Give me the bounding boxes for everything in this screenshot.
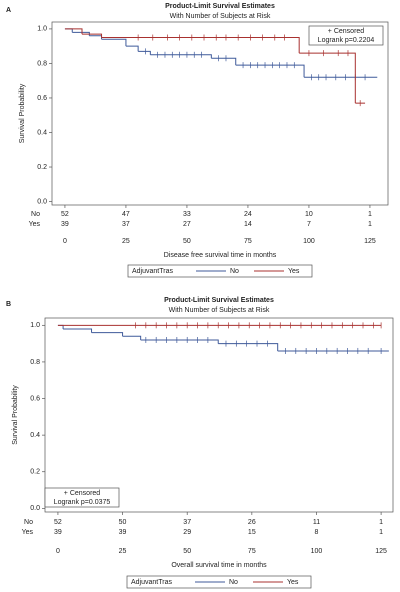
plot-frame bbox=[44, 317, 394, 513]
survival-step bbox=[299, 52, 356, 104]
at-risk-count: 39 bbox=[54, 529, 62, 536]
at-risk-count: 33 bbox=[183, 211, 191, 218]
at-risk-count: 29 bbox=[183, 529, 191, 536]
chart-subtitle: With Number of Subjects at Risk bbox=[170, 13, 271, 20]
y-axis-label: Survival Probability bbox=[19, 83, 26, 143]
x-tick-label: 75 bbox=[244, 238, 252, 245]
y-tick-label: 0.8 bbox=[37, 60, 47, 67]
censored-note: + Censored bbox=[64, 490, 100, 497]
at-risk-count: 1 bbox=[379, 519, 383, 526]
survival-step bbox=[64, 28, 83, 35]
x-tick-label: 0 bbox=[56, 548, 60, 555]
risk-row-label: No bbox=[24, 519, 33, 526]
y-tick-label: 0.0 bbox=[37, 198, 47, 205]
survival-step bbox=[211, 57, 237, 66]
y-tick-label: 0.6 bbox=[37, 95, 47, 102]
x-tick-label: 25 bbox=[119, 548, 127, 555]
annotation-box bbox=[44, 487, 120, 508]
risk-row-label: No bbox=[31, 211, 40, 218]
at-risk-count: 7 bbox=[307, 221, 311, 228]
at-risk-count: 26 bbox=[248, 519, 256, 526]
at-risk-count: 50 bbox=[119, 519, 127, 526]
survival-step bbox=[101, 37, 300, 54]
x-tick-label: 75 bbox=[248, 548, 256, 555]
legend-label: Yes bbox=[287, 579, 299, 586]
risk-row-label: Yes bbox=[22, 529, 34, 536]
x-tick-label: 125 bbox=[375, 548, 387, 555]
legend-title: AdjuvantTras bbox=[131, 579, 172, 586]
y-tick-label: 0.4 bbox=[30, 432, 40, 439]
at-risk-count: 10 bbox=[305, 211, 313, 218]
at-risk-count: 47 bbox=[122, 211, 130, 218]
x-tick-label: 100 bbox=[311, 548, 323, 555]
survival-step bbox=[72, 31, 90, 36]
censored-note: + Censored bbox=[328, 28, 364, 35]
panel-label: A bbox=[6, 7, 11, 14]
at-risk-count: 37 bbox=[122, 221, 130, 228]
x-tick-label: 0 bbox=[63, 238, 67, 245]
y-tick-label: 0.8 bbox=[30, 359, 40, 366]
at-risk-count: 52 bbox=[54, 519, 62, 526]
x-axis-label: Overall survival time in months bbox=[171, 562, 267, 569]
logrank-note: Logrank p=0.0375 bbox=[54, 499, 111, 506]
survival-step bbox=[91, 332, 124, 337]
y-tick-label: 0.4 bbox=[37, 129, 47, 136]
legend-title: AdjuvantTras bbox=[132, 268, 173, 275]
at-risk-count: 37 bbox=[183, 519, 191, 526]
at-risk-count: 1 bbox=[379, 529, 383, 536]
y-tick-label: 0.0 bbox=[30, 505, 40, 512]
y-tick-label: 1.0 bbox=[37, 26, 47, 33]
chart-title: Product-Limit Survival Estimates bbox=[165, 3, 275, 10]
y-tick-label: 0.6 bbox=[30, 395, 40, 402]
x-tick-label: 100 bbox=[303, 238, 315, 245]
risk-row-label: Yes bbox=[29, 221, 41, 228]
survival-step bbox=[138, 50, 151, 55]
survival-step bbox=[82, 33, 103, 38]
survival-step bbox=[57, 324, 64, 329]
y-tick-label: 0.2 bbox=[37, 164, 47, 171]
x-tick-label: 50 bbox=[183, 238, 191, 245]
y-tick-label: 0.2 bbox=[30, 469, 40, 476]
survival-step bbox=[140, 339, 219, 344]
at-risk-count: 14 bbox=[244, 221, 252, 228]
survival-step bbox=[235, 64, 305, 78]
plot-frame bbox=[51, 21, 389, 206]
x-tick-label: 50 bbox=[183, 548, 191, 555]
x-tick-label: 25 bbox=[122, 238, 130, 245]
at-risk-count: 11 bbox=[313, 519, 320, 526]
x-axis-label: Disease free survival time in months bbox=[164, 252, 277, 259]
legend-label: Yes bbox=[288, 268, 300, 275]
at-risk-count: 1 bbox=[368, 221, 372, 228]
y-tick-label: 1.0 bbox=[30, 322, 40, 329]
survival-step bbox=[122, 335, 142, 340]
survival-step bbox=[64, 28, 73, 33]
y-axis-label: Survival Probability bbox=[12, 385, 19, 445]
at-risk-count: 27 bbox=[183, 221, 191, 228]
annotation-box bbox=[308, 25, 384, 46]
survival-step bbox=[101, 38, 127, 47]
chart-title: Product-Limit Survival Estimates bbox=[164, 297, 274, 304]
panel-label: B bbox=[6, 301, 11, 308]
survival-step bbox=[150, 54, 212, 59]
at-risk-count: 15 bbox=[248, 529, 256, 536]
at-risk-count: 24 bbox=[244, 211, 252, 218]
survival-step bbox=[125, 45, 139, 52]
at-risk-count: 39 bbox=[119, 529, 127, 536]
at-risk-count: 39 bbox=[61, 221, 69, 228]
survival-step bbox=[89, 35, 103, 40]
x-tick-label: 125 bbox=[364, 238, 376, 245]
legend-label: No bbox=[230, 268, 239, 275]
at-risk-count: 52 bbox=[61, 211, 69, 218]
survival-step bbox=[63, 328, 93, 333]
legend-label: No bbox=[229, 579, 238, 586]
at-risk-count: 8 bbox=[315, 529, 319, 536]
survival-step bbox=[218, 343, 279, 351]
chart-subtitle: With Number of Subjects at Risk bbox=[169, 307, 270, 314]
logrank-note: Logrank p=0.2204 bbox=[318, 37, 375, 44]
at-risk-count: 1 bbox=[368, 211, 372, 218]
